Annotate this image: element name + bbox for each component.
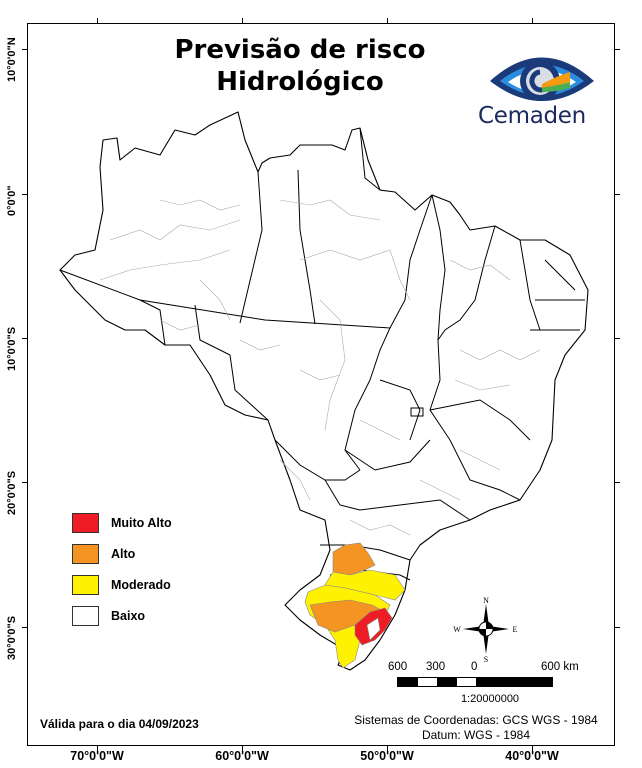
scale-label: 600 km — [541, 661, 579, 673]
tick-left — [22, 627, 27, 628]
datum: Datum: WGS - 1984 — [421, 728, 531, 742]
svg-text:S: S — [484, 655, 488, 662]
tick-top — [97, 18, 98, 23]
compass-rose-icon: N S W E — [453, 596, 518, 662]
svg-text:W: W — [453, 625, 461, 634]
lon-label: 70°0'0"W — [70, 749, 124, 763]
brazil-map — [59, 111, 589, 671]
title-line-1: Previsão de risco — [174, 35, 426, 65]
tick-right — [615, 482, 620, 483]
legend-item-muito-alto: Muito Alto — [72, 507, 172, 538]
lon-label: 60°0'0"W — [215, 749, 269, 763]
tick-right — [615, 49, 620, 50]
legend-item-moderado: Moderado — [72, 569, 172, 600]
tick-left — [22, 338, 27, 339]
scale-label: 300 — [426, 661, 446, 673]
title-line-2: Hidrológico — [216, 67, 384, 97]
tick-left — [22, 49, 27, 50]
scale-bar — [397, 677, 553, 687]
svg-text:E: E — [513, 625, 518, 634]
scale-label: 600 — [388, 661, 408, 673]
map-legend: Muito Alto Alto Moderado Baixo — [72, 507, 172, 631]
tick-right — [615, 338, 620, 339]
tick-top — [532, 18, 533, 23]
tick-left — [22, 482, 27, 483]
tick-bottom — [387, 746, 388, 751]
legend-item-baixo: Baixo — [72, 600, 172, 631]
tick-left — [22, 194, 27, 195]
map-title: Previsão de risco Hidrológico — [150, 34, 450, 98]
tick-bottom — [532, 746, 533, 751]
tick-bottom — [97, 746, 98, 751]
cemaden-eye-logo-icon — [490, 57, 594, 101]
map-frame — [27, 23, 615, 746]
legend-swatch-orange — [72, 543, 99, 564]
legend-swatch-red — [72, 512, 99, 533]
legend-item-alto: Alto — [72, 538, 172, 569]
coordinate-system-info: Sistemas de Coordenadas: GCS WGS - 1984 … — [340, 713, 612, 743]
lagoa-dos-patos — [366, 617, 381, 641]
scale-ratio: 1:20000000 — [460, 693, 520, 705]
logo-text: Cemaden — [478, 103, 586, 129]
scale-label: 0 — [471, 661, 478, 673]
legend-swatch-white — [72, 605, 99, 626]
tick-right — [615, 627, 620, 628]
legend-swatch-yellow — [72, 574, 99, 595]
valid-date: Válida para o dia 04/09/2023 — [40, 717, 199, 731]
tick-top — [387, 18, 388, 23]
tick-bottom — [242, 746, 243, 751]
tick-top — [242, 18, 243, 23]
lon-label: 40°0'0"W — [505, 749, 559, 763]
svg-text:N: N — [483, 596, 489, 605]
lon-label: 50°0'0"W — [360, 749, 414, 763]
tick-right — [615, 194, 620, 195]
coord-system: Sistemas de Coordenadas: GCS WGS - 1984 — [354, 713, 598, 727]
